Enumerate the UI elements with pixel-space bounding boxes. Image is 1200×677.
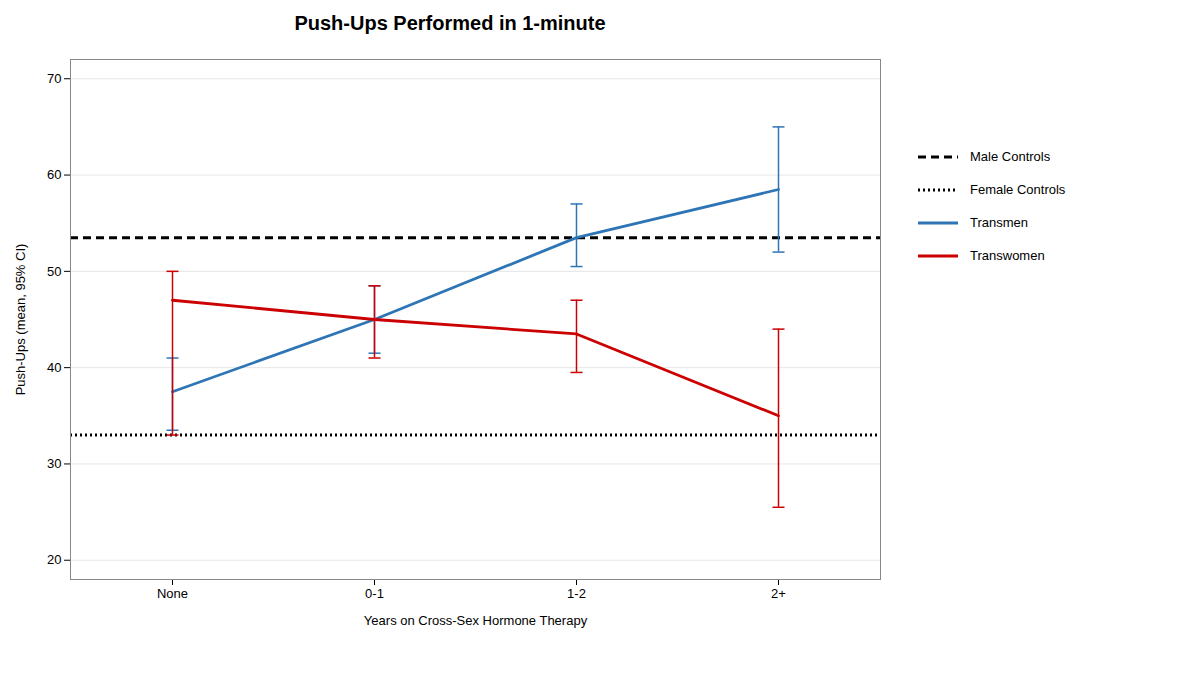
html-text:Female Controls: Female Controls	[970, 182, 1066, 197]
html-text:Transmen: Transmen	[970, 215, 1028, 230]
svg-text:40: 40	[47, 360, 61, 375]
svg-text:None: None	[157, 586, 188, 601]
html-text:Push-Ups Performed in 1-minute: Push-Ups Performed in 1-minute	[294, 12, 606, 34]
svg-text:0-1: 0-1	[365, 586, 384, 601]
svg-text:30: 30	[47, 456, 61, 471]
svg-text:20: 20	[47, 552, 61, 567]
html-text:Male Controls: Male Controls	[970, 149, 1051, 164]
svg-text:Years on Cross-Sex Hormone The: Years on Cross-Sex Hormone Therapy	[364, 613, 588, 628]
svg-text:60: 60	[47, 167, 61, 182]
svg-text:Push-Ups (mean, 95% CI): Push-Ups (mean, 95% CI)	[13, 244, 28, 396]
svg-text:70: 70	[47, 71, 61, 86]
svg-text:1-2: 1-2	[567, 586, 586, 601]
svg-text:2+: 2+	[771, 586, 786, 601]
html-text:Transwomen: Transwomen	[970, 248, 1045, 263]
svg-text:50: 50	[47, 264, 61, 279]
